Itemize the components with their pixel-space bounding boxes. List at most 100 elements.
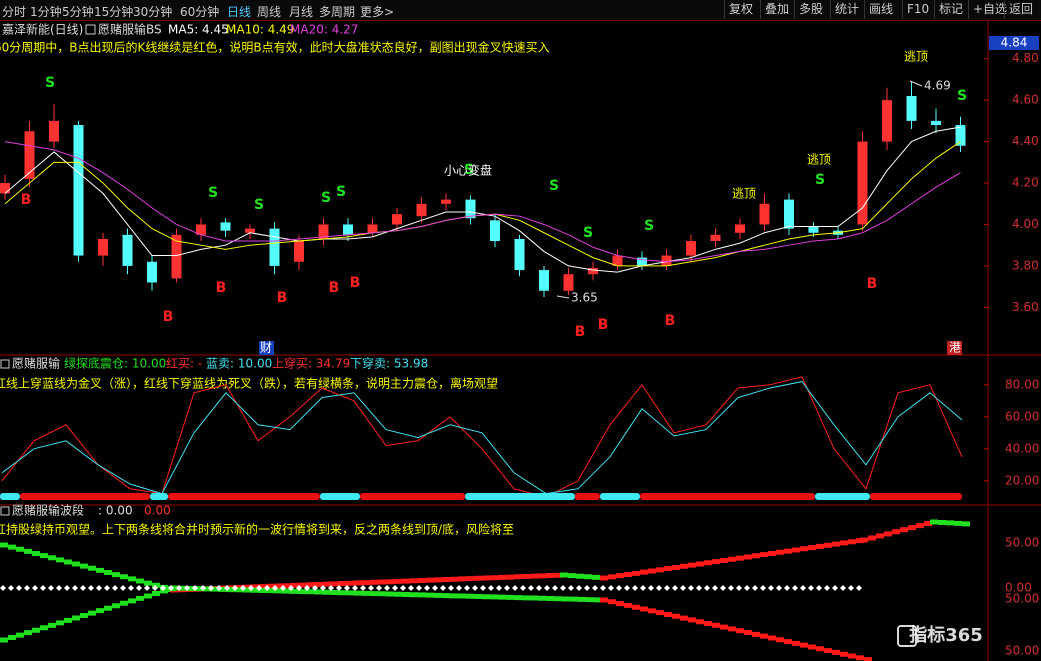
period-tab[interactable]: 日线 bbox=[227, 5, 252, 19]
sell-signal: S bbox=[208, 185, 218, 201]
diamond bbox=[552, 585, 558, 591]
band-line bbox=[0, 542, 176, 592]
buy-signal: B bbox=[598, 317, 609, 333]
candle-body bbox=[49, 120, 59, 142]
diamond bbox=[816, 585, 822, 591]
period-tab[interactable]: 更多> bbox=[360, 5, 395, 19]
ma-label: MA5: 4.45 bbox=[168, 23, 229, 37]
diamond bbox=[832, 585, 838, 591]
escape-top: 逃顶 bbox=[807, 153, 831, 167]
band-line bbox=[600, 521, 932, 581]
diamond bbox=[776, 585, 782, 591]
diamond bbox=[112, 585, 118, 591]
band-line bbox=[930, 519, 970, 527]
diamond bbox=[176, 585, 182, 591]
buy-signal: B bbox=[867, 276, 878, 292]
watermark-logo bbox=[897, 625, 917, 647]
diamond bbox=[280, 585, 286, 591]
candle-body bbox=[612, 255, 623, 266]
diamond bbox=[704, 585, 710, 591]
period-tab[interactable]: 5分钟 bbox=[62, 5, 94, 19]
period-tab[interactable]: 30分钟 bbox=[133, 5, 173, 19]
tool-button[interactable]: 标记 bbox=[934, 0, 967, 19]
diamond bbox=[840, 585, 846, 591]
diamond bbox=[424, 585, 430, 591]
tool-button[interactable]: 画线 bbox=[864, 0, 897, 19]
diamond bbox=[136, 585, 142, 591]
tool-button[interactable]: F10 bbox=[902, 0, 933, 19]
diamond bbox=[344, 585, 350, 591]
candle-body bbox=[245, 228, 255, 233]
diamond bbox=[512, 585, 518, 591]
diamond bbox=[784, 585, 790, 591]
tool-button[interactable]: 统计 bbox=[830, 0, 863, 19]
candle-body bbox=[294, 241, 304, 262]
sell-signal: S bbox=[321, 190, 331, 206]
buy-signal: B bbox=[216, 280, 227, 296]
panel-title: 愿赌服输 bbox=[12, 356, 60, 371]
diamond bbox=[560, 585, 566, 591]
sell-signal: S bbox=[336, 184, 346, 200]
icon bbox=[0, 359, 10, 369]
sell-signal: S bbox=[254, 197, 264, 213]
diamond bbox=[232, 585, 238, 591]
period-tab[interactable]: 分时 bbox=[2, 5, 27, 19]
tool-button[interactable]: 返回 bbox=[1004, 0, 1037, 19]
diamond bbox=[752, 585, 758, 591]
diamond bbox=[256, 585, 262, 591]
legend-text: 红买: - bbox=[166, 356, 202, 371]
y-tick-label: 4.80 bbox=[1012, 51, 1039, 65]
diamond bbox=[736, 585, 742, 591]
period-tab[interactable]: 1分钟 bbox=[30, 5, 62, 19]
marker-bg bbox=[259, 341, 274, 355]
diamond bbox=[480, 585, 486, 591]
period-tab[interactable]: 60分钟 bbox=[180, 5, 220, 19]
icon bbox=[85, 24, 96, 35]
diamond bbox=[608, 585, 614, 591]
diamond bbox=[416, 585, 422, 591]
sell-signal: S bbox=[815, 172, 825, 188]
tool-button[interactable]: 叠加 bbox=[760, 0, 793, 19]
indicator-name: 愿赌服输BS bbox=[98, 22, 162, 37]
diamond bbox=[456, 585, 462, 591]
diamond bbox=[536, 585, 542, 591]
diamond bbox=[184, 585, 190, 591]
diamond bbox=[432, 585, 438, 591]
candle-body bbox=[808, 226, 819, 233]
tool-button[interactable]: 复权 bbox=[724, 0, 757, 19]
period-tab[interactable]: 周线 bbox=[257, 5, 282, 19]
sell-signal: S bbox=[45, 75, 55, 91]
period-tab[interactable]: 月线 bbox=[289, 5, 314, 19]
y-tick-label: 50.00 bbox=[1005, 592, 1039, 606]
candle-body bbox=[955, 125, 966, 146]
diamond bbox=[216, 585, 222, 591]
signal-strip bbox=[575, 493, 600, 500]
diamond bbox=[728, 585, 734, 591]
tool-button[interactable]: 多股 bbox=[794, 0, 827, 19]
sell-signal: S bbox=[957, 88, 967, 104]
diamond bbox=[96, 585, 102, 591]
signal-strip bbox=[640, 493, 815, 500]
candle-body bbox=[857, 141, 868, 225]
panel-note: 红线上穿蓝线为金叉（涨），红线下穿蓝线为死叉（跌），若有绿横条，说明主力震仓，离… bbox=[0, 376, 498, 391]
tool-button[interactable]: +自选 bbox=[968, 0, 1011, 19]
watermark: 指标365 bbox=[909, 624, 983, 646]
diamond bbox=[200, 585, 206, 591]
buy-signal: B bbox=[665, 313, 676, 329]
y-tick-label: 50.00 bbox=[1005, 536, 1039, 550]
period-tab[interactable]: 多周期 bbox=[319, 5, 356, 19]
diamond bbox=[336, 585, 342, 591]
diamond bbox=[64, 585, 70, 591]
diamond bbox=[24, 585, 30, 591]
candle-body bbox=[122, 234, 133, 266]
diamond bbox=[320, 585, 326, 591]
candle-body bbox=[367, 224, 378, 233]
stock-title: 嘉泽新能(日线) bbox=[2, 22, 83, 37]
ma-line bbox=[4, 141, 961, 263]
high-pointer bbox=[909, 80, 923, 87]
diamond bbox=[808, 585, 814, 591]
sell-signal: S bbox=[464, 162, 474, 178]
diamond bbox=[528, 585, 534, 591]
diamond bbox=[472, 585, 478, 591]
period-tab[interactable]: 15分钟 bbox=[94, 5, 134, 19]
